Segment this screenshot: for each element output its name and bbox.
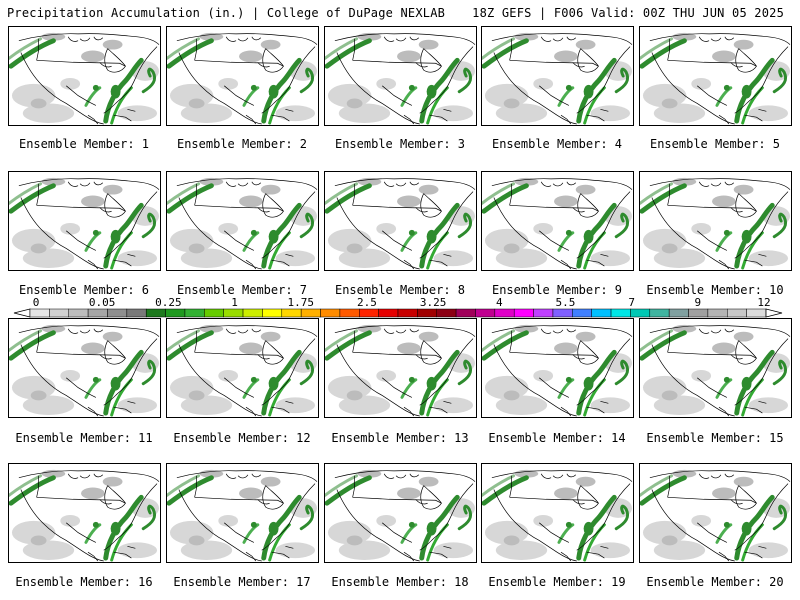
member-map-1 (8, 26, 161, 126)
colorbar-swatch (126, 308, 147, 318)
member-map-14 (481, 318, 634, 418)
colorbar-swatch (552, 308, 573, 318)
member-caption-1: Ensemble Member: 1 (18, 137, 150, 151)
colorbar-tick-label: 0.05 (89, 297, 116, 309)
member-map-19 (481, 463, 634, 563)
colorbar-tick-label: 5.5 (556, 297, 576, 309)
member-map-15 (639, 318, 792, 418)
colorbar-tick-label: 12 (757, 297, 770, 309)
colorbar-swatch (49, 308, 69, 318)
colorbar-tick-label: 1 (231, 297, 238, 309)
colorbar-swatch (533, 308, 554, 318)
member-caption-14: Ensemble Member: 14 (488, 431, 626, 445)
colorbar-swatch (262, 308, 283, 318)
member-caption-6: Ensemble Member: 6 (18, 283, 150, 297)
colorbar-tick-label: 2.5 (357, 297, 377, 309)
colorbar-swatch (707, 308, 728, 318)
colorbar-swatch (436, 308, 457, 318)
colorbar-swatch (107, 308, 128, 318)
colorbar-swatch (320, 308, 341, 318)
colorbar-swatch (145, 308, 166, 318)
member-caption-19: Ensemble Member: 19 (488, 575, 626, 589)
member-map-20 (639, 463, 792, 563)
colorbar-tick-label: 9 (695, 297, 702, 309)
member-caption-16: Ensemble Member: 16 (15, 575, 153, 589)
member-map-5 (639, 26, 792, 126)
colorbar-swatch (68, 308, 89, 318)
colorbar-swatch (281, 308, 302, 318)
colorbar-swatch (668, 308, 689, 318)
colorbar-swatch (746, 308, 767, 318)
member-caption-2: Ensemble Member: 2 (176, 137, 308, 151)
colorbar-swatch (630, 308, 651, 318)
colorbar-tick-label: 0.25 (155, 297, 182, 309)
colorbar-swatch (223, 308, 244, 318)
colorbar-swatch (29, 308, 50, 318)
colorbar-swatch (513, 308, 534, 318)
member-caption-9: Ensemble Member: 9 (491, 283, 623, 297)
member-map-3 (324, 26, 477, 126)
colorbar-swatch (359, 308, 379, 318)
colorbar-swatch (397, 308, 418, 318)
colorbar-swatch (184, 308, 205, 318)
member-map-2 (166, 26, 319, 126)
colorbar-swatch (688, 308, 709, 318)
member-map-7 (166, 171, 319, 271)
colorbar-swatch (455, 308, 476, 318)
colorbar-swatch (727, 308, 747, 318)
colorbar-tick-label: 3.25 (420, 297, 447, 309)
run-info: 18Z GEFS | F006 Valid: 00Z THU JUN 05 20… (472, 6, 784, 20)
colorbar-tick-label: 7 (628, 297, 635, 309)
member-caption-10: Ensemble Member: 10 (646, 283, 784, 297)
colorbar-swatch (165, 308, 186, 318)
member-caption-20: Ensemble Member: 20 (646, 575, 784, 589)
colorbar-swatch (300, 308, 321, 318)
colorbar-swatch (610, 308, 631, 318)
colorbar-tick-label: 1.75 (287, 297, 314, 309)
member-map-6 (8, 171, 161, 271)
colorbar-swatch (204, 308, 224, 318)
member-map-4 (481, 26, 634, 126)
member-map-11 (8, 318, 161, 418)
colorbar-swatch (591, 308, 612, 318)
map-title: Precipitation Accumulation (in.) | Colle… (7, 6, 446, 20)
member-map-18 (324, 463, 477, 563)
member-caption-15: Ensemble Member: 15 (646, 431, 784, 445)
colorbar-tick-label: 4 (496, 297, 503, 309)
colorbar-right-arrow (765, 308, 783, 318)
member-map-13 (324, 318, 477, 418)
colorbar-swatch (417, 308, 437, 318)
colorbar-swatch (242, 308, 263, 318)
member-caption-11: Ensemble Member: 11 (15, 431, 153, 445)
member-map-10 (639, 171, 792, 271)
colorbar-swatch (378, 308, 399, 318)
member-caption-18: Ensemble Member: 18 (331, 575, 469, 589)
colorbar-swatch (494, 308, 515, 318)
colorbar-swatch (339, 308, 360, 318)
member-map-9 (481, 171, 634, 271)
member-map-17 (166, 463, 319, 563)
precip-colorbar: 0 0.05 0.25 1 1.75 2.5 3.25 4 5.5 7 9 12 (8, 297, 788, 319)
colorbar-swatch (475, 308, 496, 318)
member-caption-8: Ensemble Member: 8 (334, 283, 466, 297)
colorbar-swatch (649, 308, 670, 318)
member-map-16 (8, 463, 161, 563)
member-caption-4: Ensemble Member: 4 (491, 137, 623, 151)
colorbar-tick-label: 0 (33, 297, 40, 309)
member-caption-13: Ensemble Member: 13 (331, 431, 469, 445)
member-map-12 (166, 318, 319, 418)
colorbar-swatch (572, 308, 592, 318)
member-caption-5: Ensemble Member: 5 (649, 137, 781, 151)
member-caption-3: Ensemble Member: 3 (334, 137, 466, 151)
colorbar-swatch (87, 308, 108, 318)
member-caption-12: Ensemble Member: 12 (173, 431, 311, 445)
member-caption-7: Ensemble Member: 7 (176, 283, 308, 297)
member-map-8 (324, 171, 477, 271)
colorbar-left-arrow (13, 308, 31, 318)
member-caption-17: Ensemble Member: 17 (173, 575, 311, 589)
